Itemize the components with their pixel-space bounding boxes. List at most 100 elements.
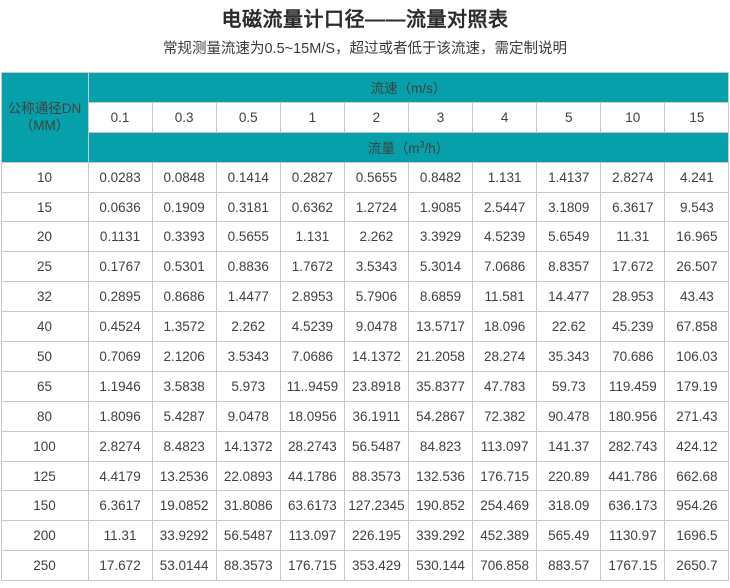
header-velocity-15: 15 <box>664 101 730 133</box>
header-row-group: 公称通径DN （MM） 流速（m/s） <box>0 72 730 163</box>
header-velocity-group: 流速（m/s） <box>87 72 730 103</box>
cell-flow-rate: 1696.5 <box>664 520 730 552</box>
cell-flow-rate: 3.5838 <box>151 370 217 402</box>
header-velocity-3: 3 <box>407 101 474 133</box>
cell-flow-rate: 0.6362 <box>279 191 345 223</box>
cell-flow-rate: 54.2867 <box>407 400 474 432</box>
header-velocity-10: 10 <box>600 101 666 133</box>
cell-nominal-diameter: 10 <box>0 161 89 193</box>
cell-flow-rate: 3.1809 <box>536 191 602 223</box>
cell-flow-rate: 636.173 <box>600 490 666 522</box>
cell-nominal-diameter: 50 <box>0 341 89 372</box>
table-row: 40 0.4524 1.3572 2.262 4.5239 9.0478 13.5717 18… <box>0 311 730 343</box>
header-velocity-0-5: 0.5 <box>215 101 281 133</box>
cell-flow-rate: 3.3929 <box>407 221 474 253</box>
cell-nominal-diameter: 125 <box>0 460 89 492</box>
cell-flow-rate: 17.672 <box>87 550 153 582</box>
cell-flow-rate: 5.7906 <box>343 281 409 313</box>
cell-flow-rate: 88.3573 <box>215 550 281 582</box>
cell-flow-rate: 0.8686 <box>151 281 217 313</box>
cell-flow-rate: 353.429 <box>343 550 409 582</box>
cell-flow-rate: 9.0478 <box>343 311 409 343</box>
cell-flow-rate: 0.0283 <box>87 161 153 193</box>
cell-flow-rate: 14.477 <box>536 281 602 313</box>
cell-flow-rate: 2.262 <box>215 311 281 343</box>
cell-flow-rate: 1130.97 <box>600 520 666 552</box>
table-row: 50 0.7069 2.1206 3.5343 7.0686 14.1372 21.2058… <box>0 341 730 372</box>
cell-flow-rate: 0.1767 <box>87 251 153 283</box>
cell-flow-rate: 67.858 <box>664 311 730 343</box>
cell-flow-rate: 113.097 <box>279 520 345 552</box>
cell-flow-rate: 132.536 <box>407 460 474 492</box>
cell-flow-rate: 28.953 <box>600 281 666 313</box>
cell-flow-rate: 2650.7 <box>664 550 730 582</box>
cell-flow-rate: 1.4477 <box>215 281 281 313</box>
cell-flow-rate: 13.5717 <box>407 311 474 343</box>
cell-flow-rate: 0.2827 <box>279 161 345 193</box>
header-flow-group-tail: /h） <box>424 141 450 157</box>
cell-flow-rate: 47.783 <box>472 370 538 402</box>
cell-flow-rate: 9.543 <box>664 191 730 223</box>
cell-flow-rate: 1.1946 <box>87 370 153 402</box>
table-body: 10 0.0283 0.0848 0.1414 0.2827 0.5655 0.8482 1.… <box>0 161 730 582</box>
header-row-velocities: 0.1 0.3 0.5 1 2 3 4 5 10 15 <box>1 101 730 133</box>
document-header: 电磁流量计口径——流量对照表 常规测量流速为0.5~15M/S，超过或者低于该流… <box>0 0 730 60</box>
cell-flow-rate: 6.3617 <box>600 191 666 223</box>
cell-flow-rate: 11.581 <box>472 281 538 313</box>
cell-nominal-diameter: 65 <box>0 370 89 402</box>
cell-flow-rate: 530.144 <box>407 550 474 582</box>
cell-flow-rate: 141.37 <box>536 430 602 462</box>
cell-nominal-diameter: 32 <box>0 281 89 313</box>
cell-flow-rate: 21.2058 <box>407 341 474 372</box>
cell-flow-rate: 706.858 <box>472 550 538 582</box>
cell-flow-rate: 2.5447 <box>472 191 538 223</box>
cell-flow-rate: 18.096 <box>472 311 538 343</box>
cell-flow-rate: 23.8918 <box>343 370 409 402</box>
table-row: 32 0.2895 0.8686 1.4477 2.8953 5.7906 8.6859 11… <box>0 281 730 313</box>
cell-flow-rate: 0.0848 <box>151 161 217 193</box>
header-nominal-diameter: 公称通径DN （MM） <box>0 72 89 163</box>
page-title: 电磁流量计口径——流量对照表 <box>221 9 509 31</box>
table-row: 200 11.31 33.9292 56.5487 113.097 226.195 339.… <box>0 520 730 552</box>
cell-flow-rate: 4.4179 <box>87 460 153 492</box>
cell-flow-rate: 339.292 <box>407 520 474 552</box>
cell-nominal-diameter: 40 <box>0 311 89 343</box>
cell-flow-rate: 22.0893 <box>215 460 281 492</box>
cell-flow-rate: 179.19 <box>664 370 730 402</box>
cell-flow-rate: 180.956 <box>600 400 666 432</box>
cell-flow-rate: 90.478 <box>536 400 602 432</box>
cell-flow-rate: 0.1414 <box>215 161 281 193</box>
cell-flow-rate: 190.852 <box>407 490 474 522</box>
cell-flow-rate: 5.6549 <box>536 221 602 253</box>
cell-flow-rate: 36.1911 <box>343 400 409 432</box>
cell-flow-rate: 56.5487 <box>215 520 281 552</box>
cell-nominal-diameter: 20 <box>0 221 89 253</box>
cell-flow-rate: 6.3617 <box>87 490 153 522</box>
cell-flow-rate: 3.5343 <box>215 341 281 372</box>
cell-flow-rate: 0.3393 <box>151 221 217 253</box>
cell-nominal-diameter: 15 <box>0 191 89 223</box>
cell-flow-rate: 45.239 <box>600 311 666 343</box>
cell-flow-rate: 14.1372 <box>343 341 409 372</box>
cell-flow-rate: 4.5239 <box>279 311 345 343</box>
cell-flow-rate: 282.743 <box>600 430 666 462</box>
cell-flow-rate: 1.4137 <box>536 161 602 193</box>
cell-flow-rate: 254.469 <box>472 490 538 522</box>
cell-flow-rate: 441.786 <box>600 460 666 492</box>
table-row: 20 0.1131 0.3393 0.5655 1.131 2.262 3.3929 4.52… <box>0 221 730 253</box>
header-nominal-diameter-line2: （MM） <box>19 118 70 134</box>
cell-flow-rate: 452.389 <box>472 520 538 552</box>
cell-flow-rate: 72.382 <box>472 400 538 432</box>
cell-flow-rate: 220.89 <box>536 460 602 492</box>
cell-flow-rate: 1.7672 <box>279 251 345 283</box>
cell-flow-rate: 4.241 <box>664 161 730 193</box>
table-row: 10 0.0283 0.0848 0.1414 0.2827 0.5655 0.8482 1.… <box>0 161 730 193</box>
cell-flow-rate: 0.2895 <box>87 281 153 313</box>
cell-flow-rate: 0.8836 <box>215 251 281 283</box>
cell-flow-rate: 0.5655 <box>343 161 409 193</box>
cell-flow-rate: 5.4287 <box>151 400 217 432</box>
cell-flow-rate: 31.8086 <box>215 490 281 522</box>
cell-flow-rate: 1.9085 <box>407 191 474 223</box>
cell-flow-rate: 16.965 <box>664 221 730 253</box>
